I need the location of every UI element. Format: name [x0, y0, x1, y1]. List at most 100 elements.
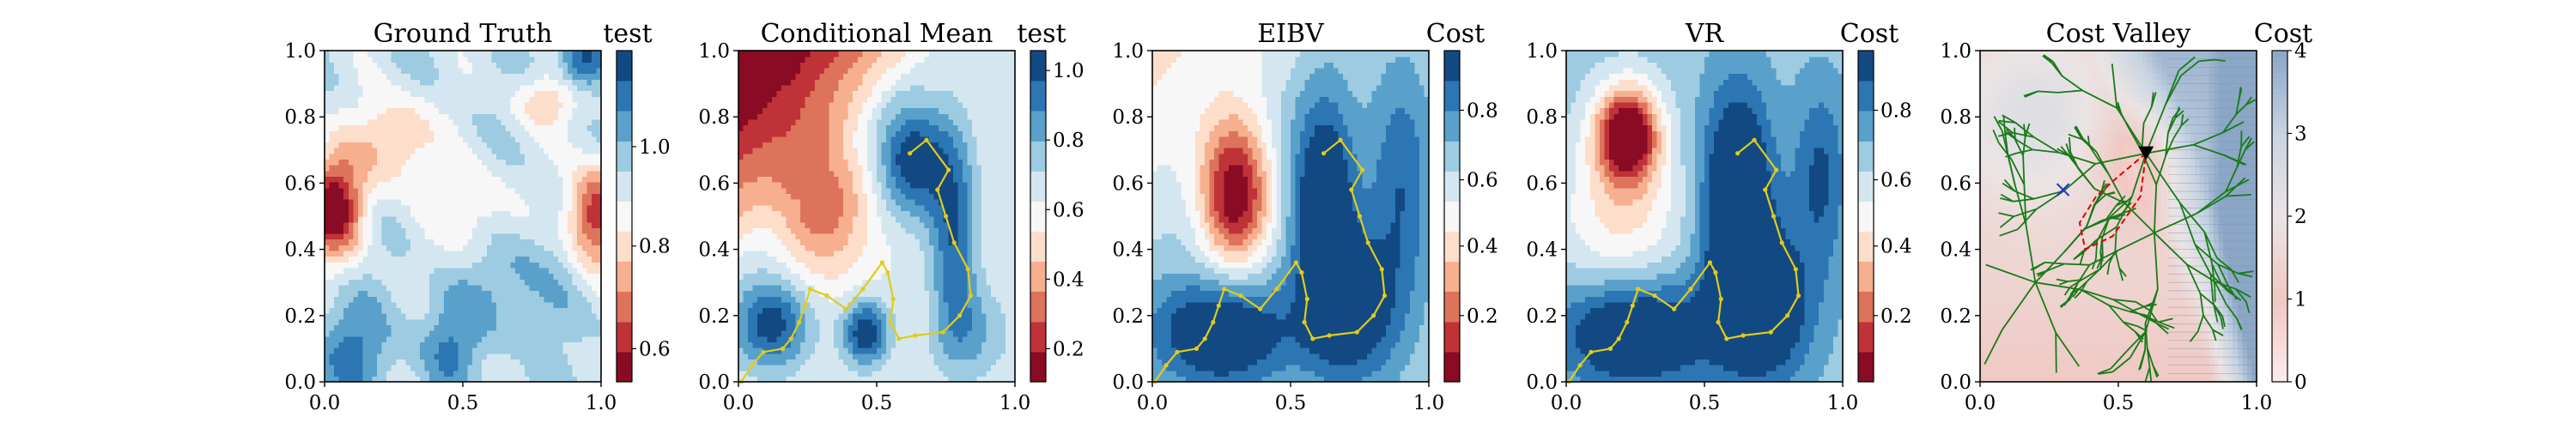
y-tick-label: 0.6 — [1112, 172, 1144, 195]
path-waypoint — [885, 270, 890, 275]
y-tick-label: 0.8 — [698, 106, 730, 129]
colorbar-tick-label: 0.4 — [1053, 269, 1084, 291]
colorbar-tick-label: 0.4 — [1880, 236, 1912, 258]
panel-4: VR0.00.20.40.60.81.00.0 0.5 1.00.20.40.60.… — [1526, 19, 1911, 414]
y-tick-label: 0.2 — [1940, 305, 1971, 328]
path-waypoint — [750, 363, 755, 367]
path-waypoint — [1724, 336, 1728, 341]
y-tick-label: 0.4 — [1112, 239, 1144, 262]
path-waypoint — [1175, 350, 1179, 354]
y-tick-label: 0.2 — [1526, 305, 1558, 328]
x-tick-label: 1.0 — [586, 392, 617, 414]
colorbar-tick-label: 1 — [2294, 289, 2307, 311]
y-tick-label: 0.2 — [1112, 305, 1144, 328]
path-waypoint — [889, 320, 893, 324]
panel-title: VR — [1685, 19, 1725, 49]
path-waypoint — [1294, 260, 1298, 264]
path-waypoint — [1578, 363, 1583, 367]
colorbar-tick-label: 0.8 — [1880, 100, 1912, 122]
path-waypoint — [1752, 138, 1756, 142]
y-tick-label: 0.0 — [284, 372, 316, 394]
y-tick-label: 0.6 — [1526, 172, 1558, 195]
x-tick-label: 1.0 — [1827, 392, 1859, 414]
y-tick-label: 0.0 — [698, 372, 730, 394]
path-waypoint — [781, 347, 785, 351]
y-tick-label: 0.6 — [284, 172, 316, 195]
y-tick-label: 0.8 — [1940, 106, 1971, 129]
path-waypoint — [1625, 320, 1629, 324]
y-tick-label: 0.6 — [698, 172, 730, 195]
y-tick-label: 0.0 — [1112, 372, 1144, 394]
colorbar-tick-label: 0.2 — [1053, 338, 1084, 360]
path-waypoint — [1719, 297, 1723, 301]
y-tick-label: 0.2 — [284, 305, 316, 328]
y-tick-label: 0.0 — [1940, 372, 1971, 394]
path-waypoint — [1617, 336, 1621, 341]
x-tick-label: 1.0 — [1413, 392, 1445, 414]
path-waypoint — [1794, 267, 1798, 271]
path-waypoint — [1274, 287, 1279, 291]
path-waypoint — [1164, 363, 1169, 367]
path-waypoint — [1672, 307, 1676, 311]
path-waypoint — [891, 297, 896, 301]
path-waypoint — [1203, 336, 1207, 341]
path-waypoint — [966, 267, 970, 271]
path-waypoint — [761, 350, 765, 354]
colorbar-tick-label: 2 — [2294, 206, 2307, 228]
path-waypoint — [1327, 333, 1332, 337]
path-waypoint — [1785, 313, 1789, 317]
x-tick-label: 1.0 — [2241, 392, 2273, 414]
heatmap-1 — [325, 51, 602, 383]
y-tick-label: 0.8 — [1526, 106, 1558, 129]
path-waypoint — [908, 151, 912, 155]
x-tick-label: 0.5 — [2103, 392, 2135, 414]
path-waypoint — [1382, 293, 1387, 298]
path-waypoint — [1608, 347, 1613, 351]
path-waypoint — [1741, 333, 1746, 337]
path-waypoint — [1769, 330, 1773, 335]
y-tick-label: 0.4 — [698, 239, 730, 262]
path-waypoint — [1338, 138, 1342, 142]
x-tick-label: 0.0 — [1965, 392, 1996, 414]
path-waypoint — [957, 313, 962, 317]
x-tick-label: 0.0 — [309, 392, 341, 414]
colorbar-tick-label: 0 — [2294, 372, 2307, 394]
path-waypoint — [1652, 293, 1656, 298]
path-waypoint — [952, 240, 957, 245]
x-tick-label: 0.5 — [1689, 392, 1721, 414]
path-waypoint — [1688, 287, 1692, 291]
y-tick-label: 0.4 — [1940, 239, 1971, 262]
path-waypoint — [1358, 214, 1362, 218]
colorbar-tick-label: 0.2 — [1880, 305, 1912, 328]
path-waypoint — [1780, 240, 1784, 245]
panel-title: Ground Truth — [374, 19, 553, 49]
x-tick-label: 1.0 — [999, 392, 1031, 414]
y-tick-label: 0.8 — [284, 106, 316, 129]
colorbar-tick-label: 0.6 — [1880, 170, 1912, 192]
colorbar-tick-label: 0.8 — [639, 236, 671, 258]
path-waypoint — [1371, 313, 1376, 317]
path-waypoint — [789, 336, 793, 341]
y-tick-label: 0.2 — [698, 305, 730, 328]
colorbar-label: Cost — [2254, 19, 2312, 49]
y-tick-label: 0.4 — [1526, 239, 1558, 262]
colorbar-tick-label: 0.6 — [1467, 170, 1498, 192]
colorbar-label: Cost — [1840, 19, 1899, 49]
path-waypoint — [1636, 287, 1640, 291]
path-waypoint — [1303, 320, 1307, 324]
y-tick-label: 1.0 — [1526, 40, 1558, 63]
path-waypoint — [824, 293, 829, 298]
colorbar-tick-label: 0.6 — [639, 338, 671, 360]
path-waypoint — [1360, 167, 1364, 172]
colorbar-tick-label: 0.6 — [1053, 199, 1084, 221]
colorbar-tick-label: 0.4 — [1467, 236, 1498, 258]
path-waypoint — [935, 188, 939, 192]
path-waypoint — [1305, 297, 1309, 301]
path-waypoint — [1774, 167, 1778, 172]
x-tick-label: 0.5 — [447, 392, 479, 414]
path-waypoint — [1217, 304, 1221, 308]
